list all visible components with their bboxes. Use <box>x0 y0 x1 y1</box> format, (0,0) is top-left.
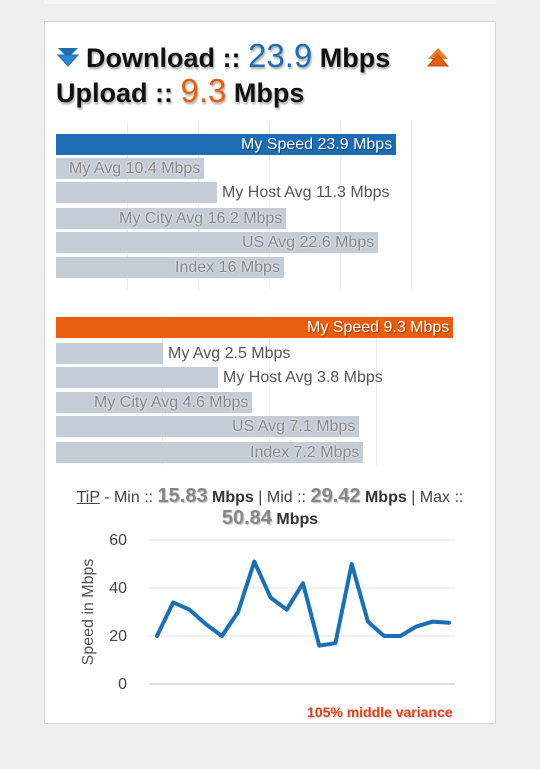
download-bar-row: Index 16 Mbps <box>56 257 476 278</box>
variance-note: 105% middle variance <box>307 704 453 720</box>
upload-bar-row: US Avg 7.1 Mbps <box>56 416 476 437</box>
upload-bar-chart: My Speed 9.3 Mbps My Avg 2.5 Mbps My Host … <box>56 315 476 465</box>
y-tick-label: 40 <box>109 580 127 597</box>
download-bar-row: US Avg 22.6 Mbps <box>56 232 476 253</box>
upload-value: 9.3 <box>180 72 227 109</box>
tip-word: TiP <box>76 489 100 506</box>
upload-gridline <box>376 315 377 465</box>
y-tick-label: 60 <box>109 532 127 549</box>
tip-min-value: 15.83 <box>157 485 208 507</box>
download-bar-row: My Host Avg 11.3 Mbps <box>56 182 476 203</box>
upload-bar-row: Index 7.2 Mbps <box>56 442 476 463</box>
download-bar <box>56 134 396 155</box>
download-gridline <box>127 122 128 290</box>
upload-bar-label: My City Avg 4.6 Mbps <box>94 394 249 411</box>
speed-line-chart: 0 20 40 60 Speed in Mbps <box>80 532 455 693</box>
download-bar <box>56 232 378 253</box>
y-tick-label: 0 <box>118 676 127 693</box>
upload-line: Upload :: 9.3 Mbps <box>56 72 304 110</box>
tip-mid-value: 29.42 <box>310 485 361 507</box>
download-bar-label: US Avg 22.6 Mbps <box>242 234 375 251</box>
download-gridline <box>198 122 199 290</box>
tip-mid-unit: Mbps <box>364 489 407 506</box>
upload-bar-label: My Speed 9.3 Mbps <box>307 319 450 336</box>
download-gridline <box>269 122 270 290</box>
upload-bar-label: My Host Avg 3.8 Mbps <box>223 369 383 386</box>
download-value: 23.9 <box>248 37 313 74</box>
upload-bar-row: My City Avg 4.6 Mbps <box>56 392 476 413</box>
speed-series-line <box>155 559 451 648</box>
download-bar-label: My Speed 23.9 Mbps <box>241 136 393 153</box>
download-unit: Mbps <box>319 43 391 73</box>
upload-bar <box>56 416 359 437</box>
upload-gridline <box>269 315 270 465</box>
download-gridline <box>340 122 341 290</box>
y-axis-label: Speed in Mbps <box>80 559 97 666</box>
tip-max-label: | Max :: <box>411 489 464 506</box>
upload-bar-row: My Host Avg 3.8 Mbps <box>56 367 476 388</box>
upload-bar-row: My Avg 2.5 Mbps <box>56 343 476 364</box>
download-bar-chart: My Speed 23.9 Mbps My Avg 10.4 Mbps My Hos… <box>56 122 476 290</box>
upload-label: Upload :: <box>56 78 173 108</box>
upload-gridline <box>162 315 163 465</box>
upload-bar <box>56 317 453 338</box>
up-arrow-icon <box>426 48 450 67</box>
download-bar-row: My Avg 10.4 Mbps <box>56 158 476 179</box>
download-gridline <box>411 122 412 290</box>
download-bar-label: Index 16 Mbps <box>175 259 280 276</box>
download-bar-label: My Host Avg 11.3 Mbps <box>222 184 390 201</box>
upload-bar-label: My Avg 2.5 Mbps <box>168 345 291 362</box>
upload-bar <box>56 367 218 388</box>
upload-unit: Mbps <box>233 78 305 108</box>
tip-line: TiP - Min :: 15.83 Mbps | Mid :: 29.42 M… <box>56 486 484 530</box>
download-bar-row: My Speed 23.9 Mbps <box>56 134 476 155</box>
download-line: Download :: 23.9 Mbps <box>56 37 390 75</box>
download-bar-label: My City Avg 16.2 Mbps <box>119 210 283 227</box>
download-bar-label: My Avg 10.4 Mbps <box>69 160 201 177</box>
down-arrow-icon <box>56 48 80 67</box>
tip-mid-label: | Mid :: <box>258 489 306 506</box>
upload-bar <box>56 343 163 364</box>
speed-test-card: Download :: 23.9 Mbps Upload :: 9.3 Mbps… <box>44 21 496 724</box>
tip-min-label: - Min :: <box>104 489 154 506</box>
upload-bar-label: US Avg 7.1 Mbps <box>232 418 356 435</box>
download-bar <box>56 257 284 278</box>
tip-min-unit: Mbps <box>212 489 254 506</box>
upload-bar <box>56 442 363 463</box>
download-bar <box>56 208 286 229</box>
download-bar <box>56 158 204 179</box>
top-strip <box>44 0 496 4</box>
tip-max-unit: Mbps <box>276 511 319 528</box>
tip-max-value: 50.84 <box>221 507 272 529</box>
y-tick-label: 20 <box>109 628 127 645</box>
upload-bar-label: Index 7.2 Mbps <box>250 444 360 461</box>
download-bar <box>56 182 217 203</box>
download-label: Download :: <box>86 43 241 73</box>
download-bar-row: My City Avg 16.2 Mbps <box>56 208 476 229</box>
upload-bar <box>56 392 252 413</box>
upload-bar-row: My Speed 9.3 Mbps <box>56 317 476 338</box>
